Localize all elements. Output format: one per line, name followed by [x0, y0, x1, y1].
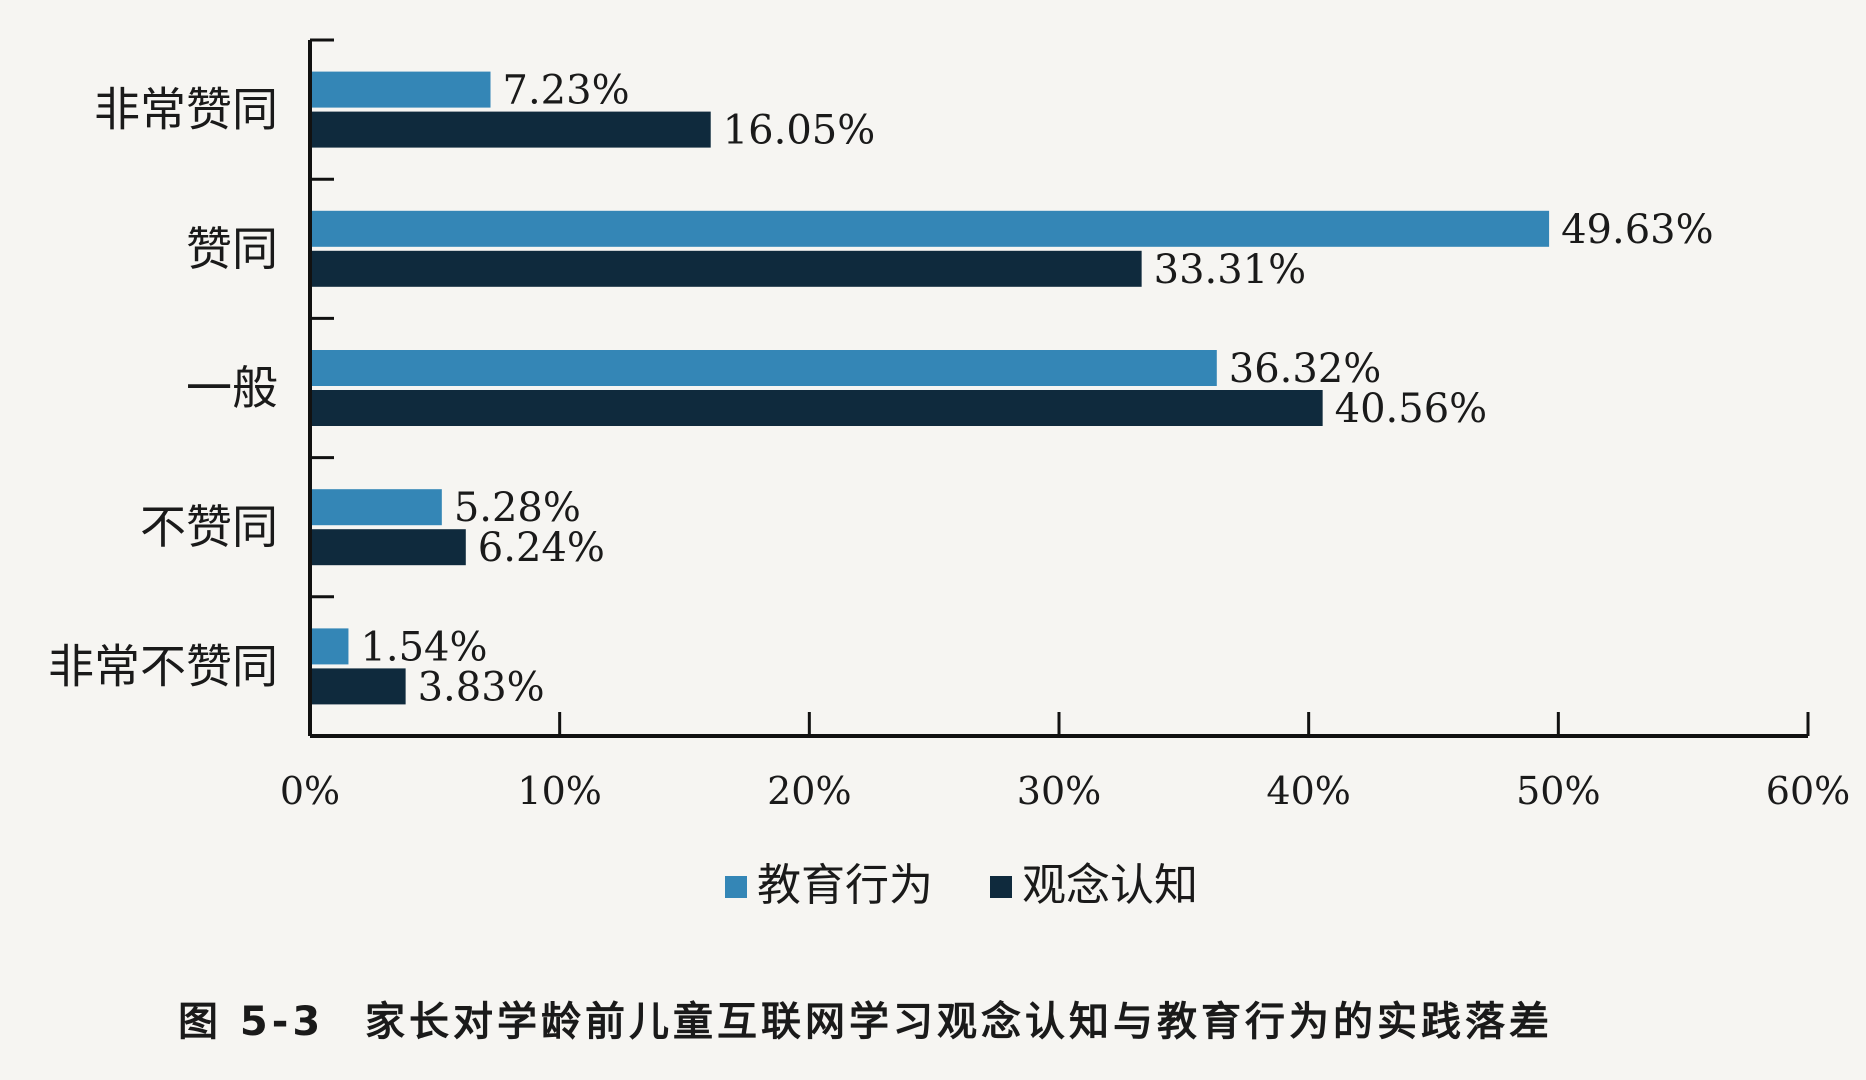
- x-tick-label-4: 40%: [1266, 769, 1350, 813]
- category-label-4: 非常不赞同: [48, 639, 278, 693]
- bar-behavior-4: [310, 628, 349, 665]
- data-label-cognition-4: 3.83%: [418, 664, 545, 710]
- data-label-behavior-1: 49.63%: [1561, 207, 1714, 253]
- category-label-3: 不赞同: [140, 500, 278, 554]
- bar-cognition-1: [310, 250, 1142, 287]
- legend-swatch-cognition: [990, 876, 1012, 898]
- x-tick-label-5: 50%: [1516, 769, 1600, 813]
- bar-cognition-3: [310, 529, 466, 566]
- bar-behavior-2: [310, 350, 1217, 386]
- bar-behavior-1: [310, 210, 1550, 247]
- figure-caption: 家长对学龄前儿童互联网学习观念认知与教育行为的实践落差: [365, 999, 1553, 1045]
- bar-behavior-0: [310, 71, 491, 108]
- category-label-1: 赞同: [186, 222, 278, 276]
- data-labels-layer: 7.23% 16.05% 非常赞同 49.63% 33.31% 赞同 36.32%40.56…: [48, 68, 1714, 711]
- legend-label-behavior: 教育行为: [757, 860, 933, 911]
- data-label-behavior-4: 1.54%: [360, 624, 487, 670]
- bars-layer: [310, 71, 1550, 705]
- legend-label-cognition: 观念认知: [1022, 860, 1198, 911]
- data-label-behavior-2: 36.32%: [1229, 346, 1382, 392]
- bar-cognition-4: [310, 668, 406, 705]
- bar-behavior-3: [310, 489, 442, 526]
- axes-layer: 0% 10% 20% 30% 40% 50% 60%: [280, 38, 1850, 813]
- data-label-cognition-0: 16.05%: [723, 108, 876, 154]
- data-label-cognition-2: 40.56%: [1335, 386, 1488, 432]
- x-tick-label-2: 20%: [767, 769, 851, 813]
- data-label-behavior-3: 5.28%: [454, 485, 581, 531]
- figure-number: 图 5-3: [178, 999, 324, 1045]
- legend: 教育行为 观念认知: [725, 860, 1198, 911]
- x-tick-label-1: 10%: [517, 769, 601, 813]
- x-tick-label-6: 60%: [1766, 769, 1850, 813]
- bar-cognition-2: [310, 390, 1323, 426]
- category-label-0: 非常赞同: [94, 83, 278, 137]
- data-label-behavior-0: 7.23%: [503, 68, 630, 114]
- data-label-cognition-3: 6.24%: [478, 525, 605, 571]
- x-tick-label-0: 0%: [280, 769, 340, 813]
- bar-cognition-0: [310, 111, 711, 148]
- x-tick-label-3: 30%: [1017, 769, 1101, 813]
- data-label-cognition-1: 33.31%: [1154, 247, 1307, 293]
- category-label-2: 一般: [186, 361, 278, 415]
- legend-swatch-behavior: [725, 876, 747, 898]
